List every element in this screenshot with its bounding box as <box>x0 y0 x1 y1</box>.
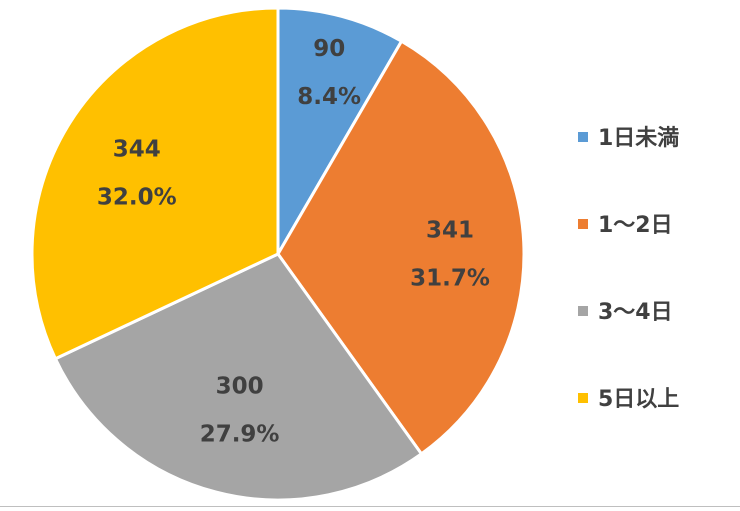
legend: 1日未満 1～2日 3～4日 5日以上 <box>578 125 679 412</box>
slice-percent-label: 32.0% <box>97 184 177 210</box>
pie-data-labels: 90 8.4% 341 31.7% 300 27.9% 344 32.0% <box>97 36 490 448</box>
slice-percent-label: 8.4% <box>297 84 361 110</box>
legend-swatch <box>578 393 588 403</box>
legend-label: 1～2日 <box>598 213 673 238</box>
legend-label: 3～4日 <box>598 300 673 325</box>
slice-value-label: 300 <box>216 374 264 400</box>
pie-slice-3 <box>53 252 423 502</box>
pie-slice-1 <box>276 6 404 256</box>
slice-value-label: 90 <box>313 36 345 62</box>
legend-label: 1日未満 <box>598 125 679 151</box>
legend-swatch <box>578 219 588 229</box>
bottom-divider <box>0 506 740 507</box>
legend-label: 5日以上 <box>598 387 679 412</box>
legend-swatch <box>578 132 588 142</box>
slice-value-label: 341 <box>426 218 474 244</box>
slice-percent-label: 31.7% <box>410 266 490 292</box>
pie-slice-4 <box>30 6 280 361</box>
pie-slice-2 <box>276 39 526 456</box>
pie-slices <box>30 6 526 502</box>
slice-percent-label: 27.9% <box>200 422 280 448</box>
slice-value-label: 344 <box>113 136 161 162</box>
legend-swatch <box>578 306 588 316</box>
